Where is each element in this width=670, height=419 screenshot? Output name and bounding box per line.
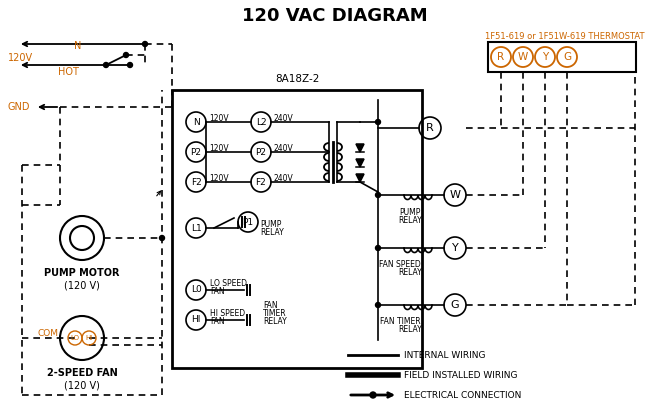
Circle shape bbox=[375, 246, 381, 251]
Text: FAN: FAN bbox=[210, 316, 224, 326]
Text: 240V: 240V bbox=[274, 143, 293, 153]
Text: L1: L1 bbox=[191, 223, 202, 233]
Circle shape bbox=[127, 62, 133, 67]
Circle shape bbox=[123, 52, 129, 57]
Circle shape bbox=[375, 303, 381, 308]
Text: 240V: 240V bbox=[274, 114, 293, 122]
Text: F2: F2 bbox=[256, 178, 267, 186]
Text: Y: Y bbox=[542, 52, 548, 62]
Circle shape bbox=[159, 235, 165, 241]
Text: 120V: 120V bbox=[8, 53, 33, 63]
Text: TIMER: TIMER bbox=[263, 308, 287, 318]
Circle shape bbox=[375, 192, 381, 197]
Text: FAN: FAN bbox=[210, 287, 224, 295]
Text: RELAY: RELAY bbox=[398, 216, 422, 225]
Text: RELAY: RELAY bbox=[398, 268, 422, 277]
Text: ELECTRICAL CONNECTION: ELECTRICAL CONNECTION bbox=[404, 391, 521, 399]
Text: PUMP: PUMP bbox=[399, 208, 421, 217]
Text: RELAY: RELAY bbox=[398, 325, 422, 334]
Text: LO: LO bbox=[70, 335, 80, 341]
Text: W: W bbox=[450, 190, 460, 200]
Text: FAN: FAN bbox=[263, 300, 277, 310]
Text: HI: HI bbox=[85, 335, 92, 341]
Polygon shape bbox=[356, 174, 364, 182]
Text: L0: L0 bbox=[191, 285, 202, 295]
Text: 120 VAC DIAGRAM: 120 VAC DIAGRAM bbox=[242, 7, 428, 25]
Text: (120 V): (120 V) bbox=[64, 380, 100, 390]
Text: 120V: 120V bbox=[209, 173, 228, 183]
Text: F2: F2 bbox=[191, 178, 202, 186]
Text: PUMP: PUMP bbox=[260, 220, 281, 228]
Text: G: G bbox=[563, 52, 571, 62]
Text: G: G bbox=[451, 300, 460, 310]
Text: PUMP MOTOR: PUMP MOTOR bbox=[44, 268, 120, 278]
Text: N: N bbox=[193, 117, 200, 127]
Text: FAN TIMER: FAN TIMER bbox=[380, 317, 420, 326]
Text: RELAY: RELAY bbox=[263, 316, 287, 326]
Text: RELAY: RELAY bbox=[260, 228, 284, 236]
Text: P1: P1 bbox=[243, 217, 253, 227]
Text: 120V: 120V bbox=[209, 143, 228, 153]
Text: 240V: 240V bbox=[274, 173, 293, 183]
Text: HOT: HOT bbox=[58, 67, 78, 77]
Bar bbox=[488, 42, 636, 72]
Bar bbox=[172, 90, 422, 368]
Text: FIELD INSTALLED WIRING: FIELD INSTALLED WIRING bbox=[404, 370, 517, 380]
Text: P2: P2 bbox=[255, 147, 267, 157]
Text: INTERNAL WIRING: INTERNAL WIRING bbox=[404, 351, 486, 360]
Circle shape bbox=[143, 41, 147, 47]
Text: P2: P2 bbox=[190, 147, 202, 157]
Text: HI: HI bbox=[192, 316, 201, 324]
Text: 120V: 120V bbox=[209, 114, 228, 122]
Text: GND: GND bbox=[8, 102, 31, 112]
Text: R: R bbox=[497, 52, 505, 62]
Polygon shape bbox=[356, 144, 364, 152]
Text: HI SPEED: HI SPEED bbox=[210, 308, 245, 318]
Text: COM: COM bbox=[38, 328, 59, 337]
Text: (120 V): (120 V) bbox=[64, 280, 100, 290]
Circle shape bbox=[375, 119, 381, 124]
Text: L2: L2 bbox=[256, 117, 266, 127]
Text: R: R bbox=[426, 123, 434, 133]
Text: N: N bbox=[74, 41, 82, 51]
Text: FAN SPEED: FAN SPEED bbox=[379, 260, 421, 269]
Text: LO SPEED: LO SPEED bbox=[210, 279, 247, 287]
Text: Y: Y bbox=[452, 243, 458, 253]
Circle shape bbox=[370, 392, 376, 398]
Text: 1F51-619 or 1F51W-619 THERMOSTAT: 1F51-619 or 1F51W-619 THERMOSTAT bbox=[485, 31, 645, 41]
Text: W: W bbox=[518, 52, 528, 62]
Text: 8A18Z-2: 8A18Z-2 bbox=[275, 74, 319, 84]
Circle shape bbox=[103, 62, 109, 67]
Polygon shape bbox=[356, 159, 364, 167]
Text: 2-SPEED FAN: 2-SPEED FAN bbox=[47, 368, 117, 378]
